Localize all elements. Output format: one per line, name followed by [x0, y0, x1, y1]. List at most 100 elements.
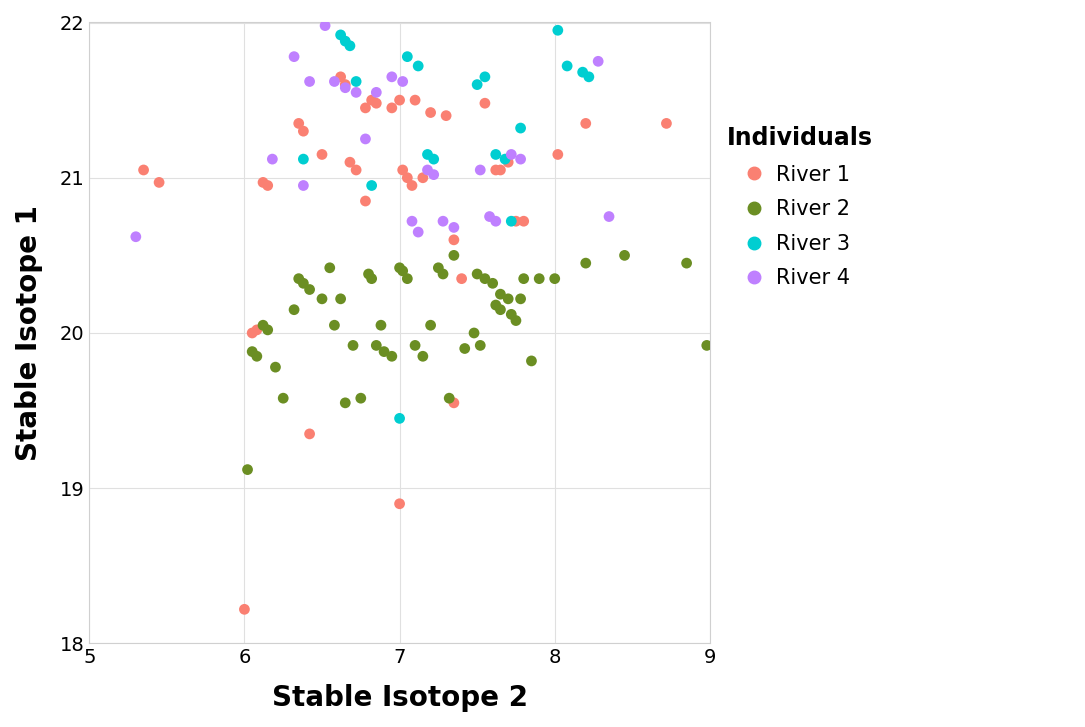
River 1	[235, 603, 253, 615]
River 3	[512, 122, 529, 134]
Y-axis label: Stable Isotope 1: Stable Isotope 1	[15, 205, 43, 461]
River 1	[357, 196, 374, 207]
River 1	[135, 164, 152, 176]
River 1	[404, 180, 421, 191]
River 4	[127, 231, 144, 243]
River 1	[476, 97, 494, 109]
River 4	[394, 76, 411, 87]
River 4	[295, 180, 312, 191]
River 1	[394, 164, 411, 176]
River 2	[441, 393, 458, 404]
River 2	[577, 257, 595, 269]
River 3	[549, 25, 566, 36]
River 2	[344, 340, 361, 351]
River 1	[499, 156, 516, 168]
River 1	[445, 397, 462, 409]
River 1	[437, 110, 455, 121]
River 2	[523, 355, 540, 366]
River 2	[372, 319, 390, 331]
River 2	[492, 304, 509, 316]
Legend: River 1, River 2, River 3, River 4: River 1, River 2, River 3, River 4	[727, 126, 872, 289]
River 2	[368, 340, 385, 351]
River 2	[326, 319, 343, 331]
River 4	[502, 148, 520, 160]
River 3	[336, 36, 354, 47]
River 4	[445, 222, 462, 233]
River 3	[419, 148, 436, 160]
River 1	[342, 156, 359, 168]
River 4	[419, 164, 436, 176]
River 1	[368, 97, 385, 109]
River 2	[465, 327, 483, 339]
River 1	[487, 164, 505, 176]
River 2	[698, 340, 715, 351]
River 2	[508, 315, 525, 326]
River 3	[487, 148, 505, 160]
River 2	[678, 257, 695, 269]
River 2	[499, 293, 516, 305]
River 1	[314, 148, 331, 160]
River 1	[414, 172, 432, 183]
River 2	[383, 350, 400, 362]
River 1	[422, 107, 439, 119]
River 3	[502, 215, 520, 227]
River 4	[409, 226, 426, 238]
River 2	[484, 278, 501, 289]
River 4	[336, 82, 354, 94]
River 3	[574, 66, 591, 78]
River 4	[600, 211, 617, 222]
River 2	[407, 340, 424, 351]
River 3	[425, 153, 443, 165]
River 1	[332, 71, 349, 83]
River 2	[434, 268, 451, 280]
River 4	[264, 153, 281, 165]
River 1	[357, 102, 374, 113]
River 3	[559, 60, 576, 72]
River 2	[502, 308, 520, 320]
River 1	[492, 164, 509, 176]
River 1	[515, 215, 533, 227]
River 1	[398, 172, 416, 183]
River 2	[321, 262, 339, 273]
River 4	[317, 20, 334, 31]
River 1	[363, 95, 381, 106]
River 1	[549, 148, 566, 160]
River 1	[407, 95, 424, 106]
River 2	[515, 273, 533, 284]
River 3	[391, 412, 408, 424]
River 1	[347, 164, 365, 176]
River 1	[391, 498, 408, 510]
River 4	[434, 215, 451, 227]
River 1	[508, 215, 525, 227]
River 1	[301, 428, 318, 440]
River 4	[404, 215, 421, 227]
River 2	[487, 300, 505, 311]
River 2	[239, 464, 256, 475]
River 2	[469, 268, 486, 280]
River 4	[326, 76, 343, 87]
River 1	[254, 177, 271, 188]
River 3	[342, 40, 359, 52]
River 2	[363, 273, 381, 284]
River 4	[425, 169, 443, 180]
River 2	[314, 293, 331, 305]
River 3	[409, 60, 426, 72]
River 3	[332, 29, 349, 41]
River 4	[301, 76, 318, 87]
River 3	[497, 153, 514, 165]
River 4	[383, 71, 400, 83]
River 2	[391, 262, 408, 273]
River 3	[580, 71, 598, 83]
River 4	[357, 133, 374, 145]
River 1	[658, 118, 675, 129]
River 4	[512, 153, 529, 165]
River 2	[472, 340, 489, 351]
River 2	[430, 262, 447, 273]
River 2	[275, 393, 292, 404]
River 2	[422, 319, 439, 331]
River 2	[546, 273, 563, 284]
River 2	[290, 273, 307, 284]
River 2	[332, 293, 349, 305]
River 3	[398, 51, 416, 63]
River 1	[151, 177, 168, 188]
